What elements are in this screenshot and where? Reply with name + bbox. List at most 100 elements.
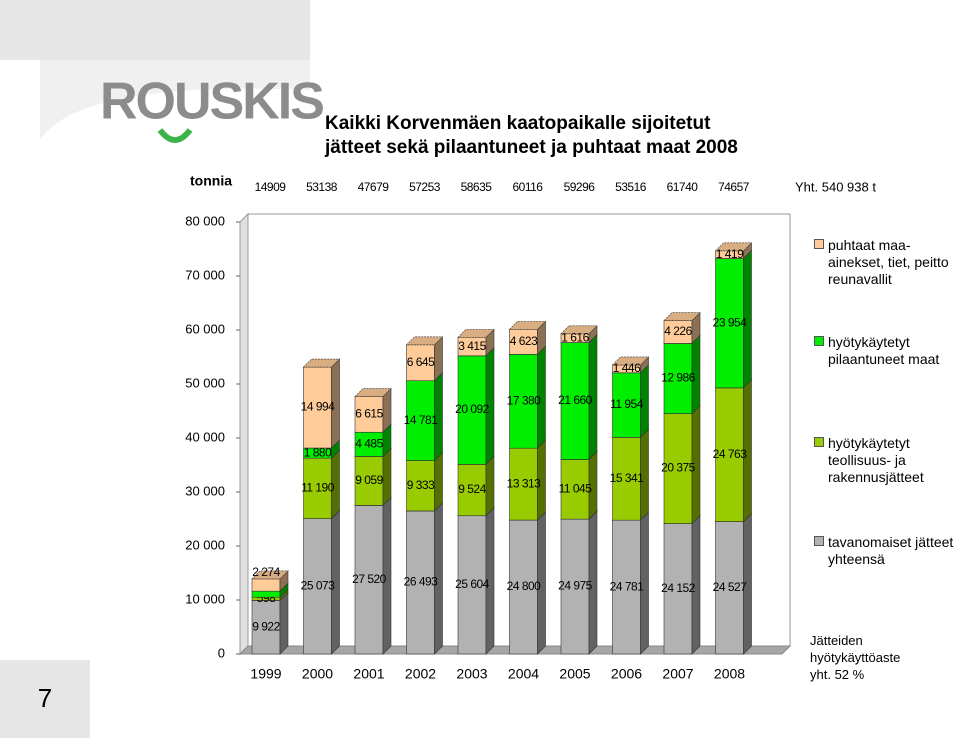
total-value: 58635 [461,180,493,194]
bar-side [434,451,443,512]
x-tick-label: 2007 [662,666,693,682]
y-tick-label: 70 000 [185,267,225,282]
total-value: 53516 [615,180,647,194]
bar-side [382,447,392,507]
data-label: 4 485 [355,437,383,451]
y-tick-label: 10 000 [185,591,225,606]
legend-label: hyötykäytetyt teollisuus- ja rakennusjät… [828,435,924,485]
data-label: 25 073 [301,578,336,592]
bar-segment [251,578,281,592]
bar-segment [612,372,641,438]
x-tick-label: 2004 [508,666,539,682]
total-value: 47679 [358,180,390,194]
data-label: 3 415 [458,339,486,353]
y-tick-label: 40 000 [185,429,225,444]
bar-segment [560,342,590,460]
total-value: 14909 [255,180,287,194]
data-label: 6 645 [407,355,435,369]
legend-swatch [814,336,824,346]
legend-swatch [814,536,824,546]
y-tick-label: 60 000 [185,321,225,336]
data-label: 21 660 [558,393,593,407]
data-label: 11 190 [301,481,335,495]
logo: ROUSKIS [100,73,323,131]
data-label: 1 419 [716,247,744,261]
bar-top [663,312,701,321]
data-label: 20 092 [455,402,490,416]
bar-segment [509,519,538,655]
bar-top [251,570,289,580]
total-sum: Yht. 540 938 t [795,179,876,194]
data-label: 24 781 [610,579,645,593]
data-label: 1 446 [613,361,641,375]
bar-top [714,242,753,252]
data-label: 11 954 [610,397,644,411]
total-value: 57253 [409,180,441,194]
bar-top [457,329,495,338]
bar-top [508,321,547,330]
note: Jätteiden hyötykäyttöaste yht. 52 % [810,633,901,682]
data-label: 9 333 [407,478,435,492]
y-tick-label: 30 000 [185,483,225,498]
bar-segment [715,258,744,389]
y-tick-label: 20 000 [185,537,225,552]
bar-segment [715,387,744,522]
x-tick-label: 2002 [405,666,436,682]
bar-segment [406,510,435,655]
data-label: 12 986 [661,371,696,385]
bar-side [279,591,289,655]
legend-swatch [814,239,824,249]
bar-segment [663,413,693,524]
totals-label: tonnia [190,173,232,189]
bar-segment [406,460,435,512]
bar-segment [560,518,590,655]
slide-number: 7 [38,683,52,713]
bar-top [302,358,341,368]
bar-top [560,325,598,335]
data-label: 14 994 [301,400,336,414]
data-label: 1 616 [561,330,589,344]
y-tick-label: 50 000 [185,375,225,390]
y-tick-label: 0 [218,645,225,660]
bar-segment [354,505,384,655]
bar-segment [715,521,744,655]
total-value: 74657 [718,180,750,194]
header-curve [40,60,310,140]
bar-segment [354,456,384,506]
data-label: 2 274 [252,565,280,579]
data-label: 25 604 [455,577,490,591]
data-label: 4 226 [664,324,692,338]
bar-segment [457,355,487,465]
data-label: 4 623 [510,334,538,348]
data-label: 1 880 [304,445,332,459]
bar-side [485,455,495,517]
legend-label: tavanomaiset jätteet yhteensä [828,534,954,567]
y-tick-label: 80 000 [185,213,225,228]
data-label: 23 954 [713,315,748,329]
data-label: 20 375 [661,461,696,475]
data-label: 24 152 [661,581,696,595]
legend-swatch [814,437,824,447]
x-tick-label: 2001 [353,666,384,682]
data-label: 26 493 [404,575,439,589]
bar-segment [303,457,332,519]
data-label: 9 059 [355,473,383,487]
data-label: 27 520 [352,572,387,586]
bar-segment [509,354,538,449]
total-value: 61740 [667,180,699,194]
x-tick-label: 2006 [611,666,642,682]
data-label: 6 615 [355,407,383,421]
data-label: 24 527 [713,580,748,594]
data-label: 15 341 [610,471,645,485]
data-label: 13 313 [507,476,542,490]
bar-segment [303,518,332,655]
bar-segment [251,590,281,598]
total-value: 60116 [513,180,544,194]
legend-label: puhtaat maa-ainekset, tiet, peitto reuna… [828,237,949,287]
total-value: 59296 [564,180,596,194]
data-label: 24 975 [558,579,593,593]
x-tick-label: 2008 [714,666,745,682]
bar-segment [354,431,384,457]
